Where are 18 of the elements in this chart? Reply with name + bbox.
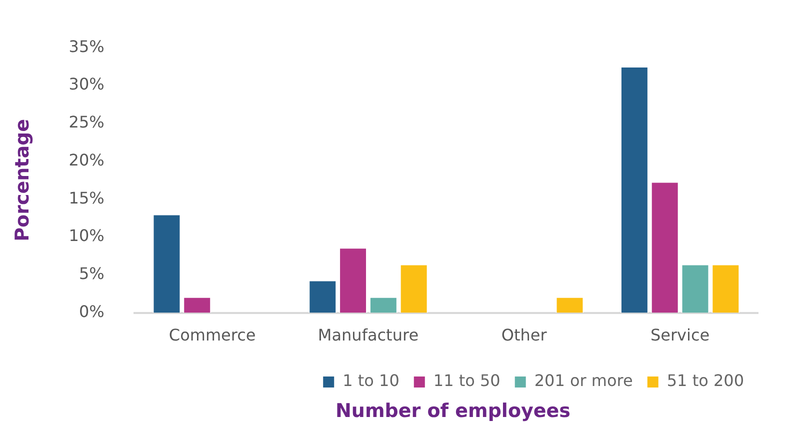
x-axis-title: Number of employees xyxy=(334,400,572,422)
x-tick-label: Commerce xyxy=(168,326,256,345)
y-tick-label: 15% xyxy=(68,188,104,208)
x-tick-label: Other xyxy=(501,326,548,345)
y-tick-label: 30% xyxy=(68,74,104,94)
x-tick-label: Manufacture xyxy=(318,326,419,345)
legend-label: 11 to 50 xyxy=(433,371,500,390)
legend-label: 201 or more xyxy=(534,371,633,390)
legend-label: 1 to 10 xyxy=(342,371,400,390)
y-tick-label: 0% xyxy=(78,302,104,321)
y-tick-label: 5% xyxy=(78,264,104,284)
legend-label: 51 to 200 xyxy=(666,371,744,390)
x-tick-label: Service xyxy=(650,326,710,345)
y-tick-label: 20% xyxy=(68,150,104,170)
y-axis-title: Porcentage xyxy=(11,118,34,242)
y-tick-label: 10% xyxy=(68,226,104,246)
y-tick-label: 35% xyxy=(68,36,104,56)
y-tick-label: 25% xyxy=(68,112,104,132)
